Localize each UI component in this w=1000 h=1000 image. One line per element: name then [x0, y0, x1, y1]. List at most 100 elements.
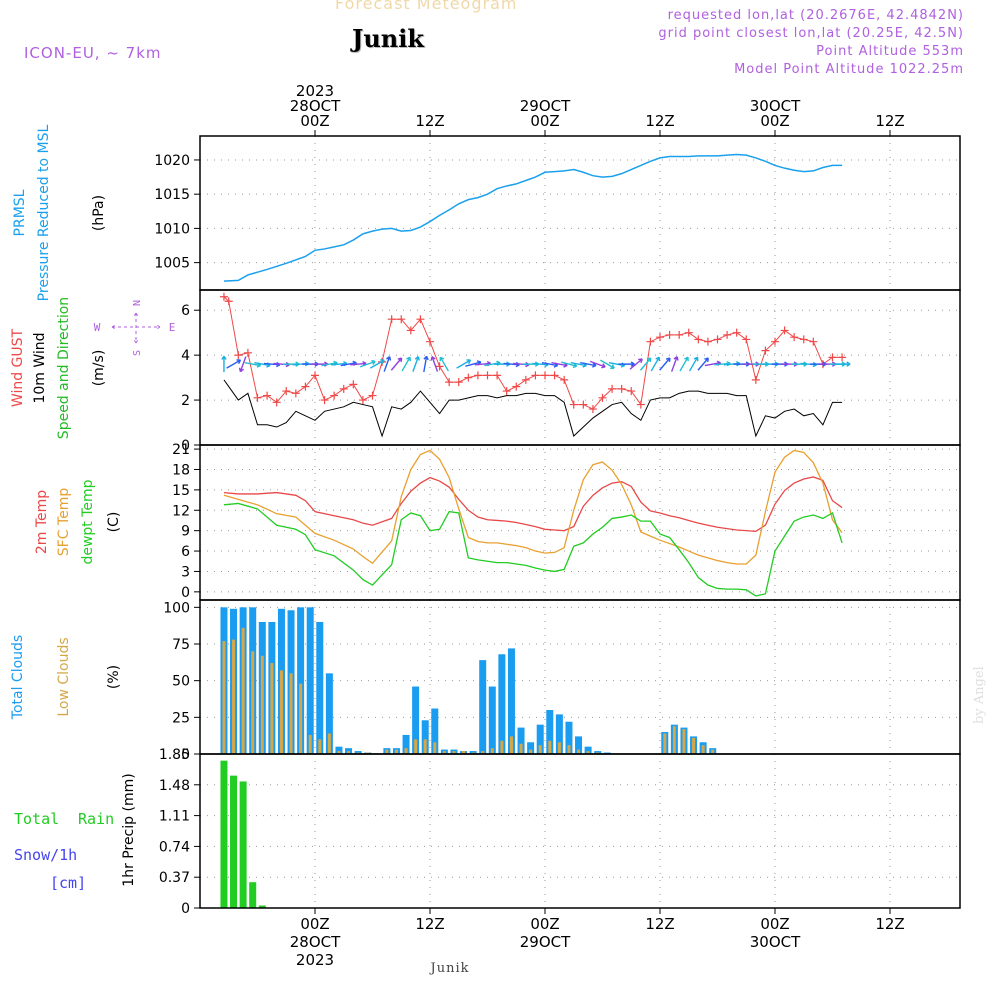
- total-cloud-bar: [517, 727, 525, 754]
- gust-marker: [234, 351, 243, 360]
- wind-direction-arrow: [600, 359, 615, 369]
- y-tick-label: 0: [181, 585, 190, 601]
- low-cloud-bar: [404, 748, 408, 754]
- wind-direction-arrow: [221, 355, 227, 373]
- gust-marker: [445, 378, 454, 387]
- gust-marker: [426, 337, 434, 346]
- wind-direction-arrow: [697, 357, 709, 371]
- y-tick-label: 100: [163, 600, 190, 616]
- gust-marker: [358, 396, 367, 405]
- y-tick-label: 1010: [154, 221, 190, 237]
- low-cloud-bar: [414, 739, 418, 754]
- gust-marker: [665, 330, 674, 339]
- gust-marker: [723, 330, 732, 339]
- gust-marker: [512, 382, 521, 391]
- dewpt-label: dewpt Temp: [80, 479, 96, 564]
- low-cloud-bar: [519, 743, 523, 754]
- low-cloud-bar: [557, 742, 561, 754]
- rain-bar: [239, 781, 247, 908]
- rain-bar: [220, 760, 228, 908]
- y-tick-label: 0.74: [159, 839, 190, 855]
- gust-marker: [502, 387, 511, 396]
- wind-direction-arrow: [401, 356, 411, 372]
- low-cloud-label: Low Clouds: [56, 637, 72, 716]
- top-time-label: 00Z: [760, 112, 789, 130]
- gust-marker: [253, 393, 262, 402]
- low-cloud-bar: [385, 749, 389, 754]
- gust-marker: [531, 371, 540, 380]
- total-cloud-bar: [546, 710, 554, 754]
- gust-marker: [224, 297, 233, 306]
- low-cloud-bar: [260, 655, 264, 754]
- gust-marker: [838, 353, 847, 362]
- model-altitude: Model Point Altitude 1022.25m: [734, 62, 964, 77]
- temp-unit-label: (C): [106, 512, 122, 533]
- gust-marker: [684, 328, 693, 337]
- location-title: Junik: [352, 24, 424, 53]
- wind-direction-arrow: [659, 357, 671, 371]
- gust-marker: [387, 315, 396, 324]
- compass-rose: [111, 312, 161, 344]
- total-cloud-bar: [297, 607, 305, 754]
- y-tick-label: 12: [172, 503, 190, 519]
- total-cloud-bar: [536, 724, 544, 754]
- gust-marker: [483, 371, 492, 380]
- low-cloud-bar: [270, 663, 274, 754]
- top-time-label: 29OCT: [520, 97, 571, 115]
- wind-direction-arrow: [412, 356, 420, 372]
- top-time-label: 28OCT: [290, 97, 341, 115]
- wind-gust-label: Wind GUST: [10, 328, 26, 407]
- panel-frame: [199, 289, 961, 446]
- gust-marker: [493, 371, 502, 380]
- rain-bar: [258, 905, 266, 908]
- snow-label: Snow/1h: [14, 846, 77, 864]
- temp-sfc-label: SFC Temp: [56, 488, 72, 557]
- gust-marker: [406, 326, 415, 335]
- y-tick-label: 1015: [154, 187, 190, 203]
- gust-marker: [608, 384, 617, 393]
- total-cloud-bar: [488, 686, 496, 754]
- low-cloud-bar: [394, 749, 398, 754]
- compass-e: E: [169, 321, 176, 334]
- wind10m-label: 10m Wind: [32, 332, 48, 403]
- top-time-label: 2023: [296, 82, 334, 100]
- wind-direction-arrow: [589, 360, 606, 369]
- low-cloud-bar: [318, 739, 322, 754]
- wind-direction-arrow: [679, 356, 689, 372]
- gust-marker: [397, 315, 406, 324]
- gridpoint-coords: grid point closest lon,lat (20.25E, 42.5…: [658, 26, 964, 41]
- rain-label-rain: Rain: [78, 810, 114, 828]
- compass-n: N: [132, 300, 143, 306]
- wind-direction-arrow: [390, 357, 403, 371]
- temp-sfc-line: [223, 449, 843, 565]
- gust-marker: [771, 337, 779, 346]
- gust-marker: [646, 337, 655, 346]
- gust-marker: [320, 396, 329, 405]
- gust-marker: [588, 405, 597, 414]
- gust-marker: [742, 335, 751, 344]
- gust-marker: [368, 391, 377, 400]
- total-cloud-bar: [527, 742, 535, 754]
- low-cloud-bar: [490, 748, 494, 754]
- gust-marker: [243, 348, 252, 357]
- rain-label-total: Total: [14, 810, 59, 828]
- low-cloud-bar: [481, 751, 485, 754]
- top-time-label: 00Z: [300, 112, 329, 130]
- gust-marker: [464, 373, 473, 382]
- y-tick-label: 18: [172, 462, 190, 478]
- gust-marker: [809, 337, 818, 346]
- bottom-time-label: 00Z: [530, 915, 559, 933]
- gust-marker: [560, 375, 569, 384]
- gust-marker: [799, 335, 808, 344]
- low-cloud-bar: [692, 737, 696, 754]
- gust-marker: [219, 292, 228, 301]
- gust-marker: [790, 333, 799, 342]
- total-cloud-bar: [479, 660, 487, 754]
- y-tick-label: 4: [181, 348, 190, 364]
- bottom-time-label: 2023: [296, 951, 334, 969]
- y-tick-label: 0.37: [159, 870, 190, 886]
- low-cloud-bar: [423, 739, 427, 754]
- bottom-time-label: 28OCT: [290, 933, 341, 951]
- point-altitude: Point Altitude 553m: [816, 44, 964, 59]
- bottom-time-label: 12Z: [645, 915, 674, 933]
